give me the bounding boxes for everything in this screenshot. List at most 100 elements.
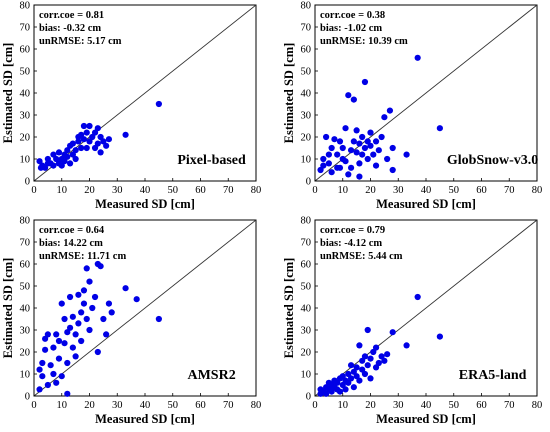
data-point <box>122 131 129 138</box>
data-point <box>356 160 363 167</box>
data-point <box>350 96 357 103</box>
data-points <box>317 293 443 397</box>
x-tick-label: 50 <box>449 400 460 411</box>
data-point <box>66 293 74 301</box>
unrmse-text: unRMSE: 5.17 cm <box>39 36 122 47</box>
data-point <box>80 300 88 307</box>
data-point <box>367 129 374 136</box>
data-point <box>339 144 346 152</box>
panel-amsr2: 0 10 20 30 40 50 60 70 80 0 10 20 30 40 50 60 70 80 corr… <box>1 216 261 427</box>
y-tick-label: 80 <box>20 216 31 227</box>
data-point <box>334 379 341 386</box>
data-point <box>50 151 57 158</box>
data-point <box>367 355 374 362</box>
data-point <box>342 386 349 393</box>
data-point <box>414 293 421 301</box>
data-point <box>94 125 101 132</box>
data-point <box>328 169 335 176</box>
data-point <box>39 359 46 367</box>
data-point <box>331 136 338 143</box>
data-point <box>83 144 90 152</box>
y-tick-label: 10 <box>20 155 31 166</box>
data-point <box>53 331 60 338</box>
data-point <box>80 122 88 130</box>
data-point <box>361 353 369 360</box>
x-tick-label: 10 <box>338 185 349 196</box>
data-point <box>66 324 74 331</box>
data-point <box>47 362 54 369</box>
data-point <box>97 133 104 141</box>
x-tick-label: 0 <box>31 185 36 196</box>
bias-text: bias: -0.32 cm <box>39 23 101 34</box>
data-point <box>55 355 63 362</box>
data-point <box>78 131 85 138</box>
data-point <box>347 375 355 382</box>
x-tick-labels: 0 10 20 30 40 50 60 70 80 <box>31 393 261 411</box>
data-point <box>403 342 410 349</box>
y-tick-label: 60 <box>301 260 312 271</box>
corr-coefficient-text: corr.coe = 0.64 <box>39 225 105 236</box>
data-point <box>105 300 113 307</box>
x-tick-labels: 0 10 20 30 40 50 60 70 80 <box>312 178 542 196</box>
unrmse-text: unRMSE: 10.39 cm <box>320 36 408 47</box>
x-tick-label: 40 <box>140 185 151 196</box>
y-tick-labels: 0 10 20 30 40 50 60 70 80 <box>20 216 37 403</box>
x-tick-label: 20 <box>84 400 95 411</box>
data-point <box>356 173 363 180</box>
x-tick-label: 20 <box>365 185 376 196</box>
x-axis-label: Measured SD [cm] <box>376 197 476 211</box>
data-point <box>347 147 355 154</box>
data-point <box>100 138 107 145</box>
data-point <box>72 155 79 163</box>
data-point <box>64 359 71 367</box>
y-tick-label: 70 <box>301 23 312 34</box>
data-point <box>378 133 385 141</box>
data-point <box>372 138 380 145</box>
data-point <box>361 370 369 378</box>
data-point <box>323 133 330 141</box>
data-point <box>86 326 93 334</box>
y-tick-label: 70 <box>301 238 312 249</box>
x-tick-label: 70 <box>223 400 234 411</box>
x-axis-label: Measured SD [cm] <box>95 197 195 211</box>
data-point <box>91 293 99 301</box>
x-tick-label: 40 <box>421 185 432 196</box>
data-point <box>72 353 79 360</box>
data-point <box>372 162 380 169</box>
data-point <box>345 92 352 99</box>
data-point <box>345 370 352 378</box>
panel-label: ERA5-land <box>459 368 527 383</box>
data-point <box>122 285 129 292</box>
data-point <box>325 160 332 167</box>
x-tick-label: 60 <box>476 400 487 411</box>
data-point <box>50 344 57 351</box>
data-point <box>105 136 113 143</box>
x-axis-label: Measured SD [cm] <box>376 412 476 426</box>
data-point <box>94 140 101 147</box>
y-tick-label: 50 <box>301 67 312 78</box>
x-tick-label: 80 <box>251 400 262 411</box>
data-point <box>359 366 366 373</box>
y-tick-label: 50 <box>301 282 312 293</box>
data-point <box>53 155 60 163</box>
data-point <box>353 127 360 134</box>
x-tick-label: 10 <box>338 400 349 411</box>
bias-text: bias: 14.22 cm <box>39 238 103 249</box>
x-tick-label: 80 <box>532 400 543 411</box>
data-point <box>53 379 60 386</box>
data-point <box>75 291 82 298</box>
data-point <box>364 138 371 145</box>
data-point <box>64 147 71 154</box>
data-point <box>384 351 391 358</box>
y-tick-label: 20 <box>20 348 31 359</box>
panel-globsnow: 0 10 20 30 40 50 60 70 80 0 10 20 30 40 50 60 70 80 corr… <box>282 1 542 212</box>
data-point <box>323 390 330 397</box>
panel-label: GlobSnow-v3.0 <box>447 153 538 168</box>
x-axis-label: Measured SD [cm] <box>95 412 195 426</box>
data-point <box>370 151 377 158</box>
x-tick-label: 0 <box>312 400 317 411</box>
data-point <box>36 366 43 373</box>
data-point <box>359 357 366 364</box>
data-point <box>72 331 79 338</box>
panel-label: Pixel-based <box>177 153 246 168</box>
